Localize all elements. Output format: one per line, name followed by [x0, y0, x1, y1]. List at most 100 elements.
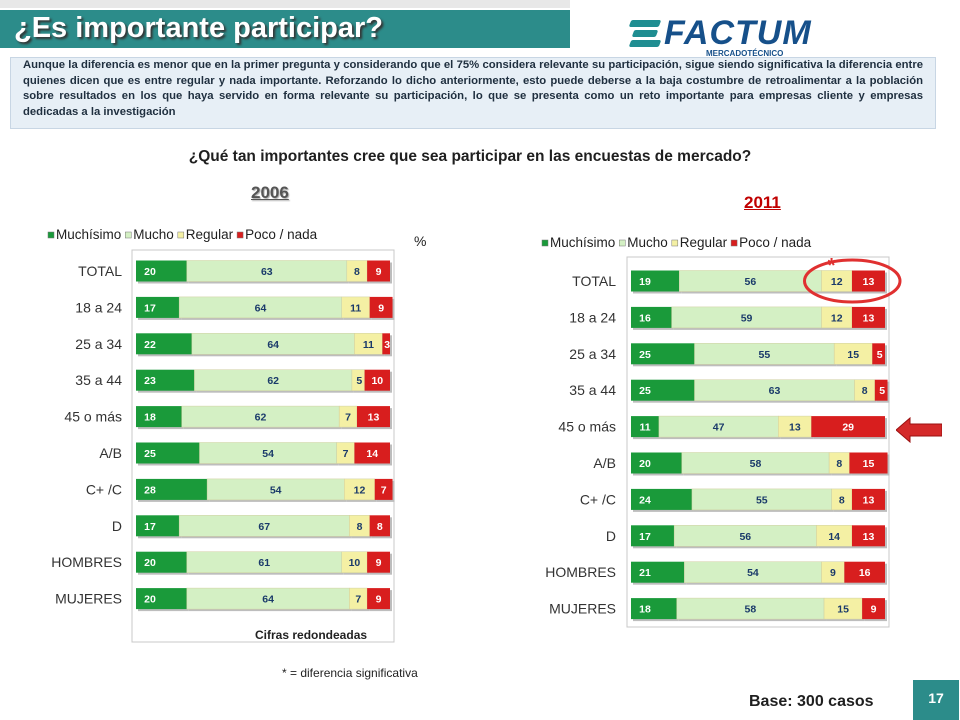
chart-2006-data-label: 20 — [144, 557, 156, 569]
chart-2006-data-label: 9 — [376, 594, 382, 606]
chart-2006-category-label: 35 a 44 — [75, 372, 122, 388]
chart-2011-bar-poco-nada — [844, 561, 885, 583]
chart-2006-category-label: MUJERES — [55, 591, 122, 607]
highlight-arrow-icon — [895, 416, 943, 444]
chart-2006-bar-poco-nada — [356, 406, 390, 428]
unit-label: % — [414, 233, 427, 249]
chart-2011-data-label: 47 — [713, 422, 725, 434]
chart-2006-data-label: 18 — [144, 412, 156, 424]
chart-2006-legend-label: Muchísimo — [56, 227, 121, 242]
chart-2011-category-label: 35 a 44 — [569, 382, 616, 398]
chart-2006-category-label: 45 o más — [64, 409, 122, 425]
chart-2006-legend-swatch — [236, 231, 244, 239]
chart-2011-data-label: 55 — [756, 494, 768, 506]
chart-2011-bar-much-simo — [631, 452, 682, 474]
chart-2006-data-label: 28 — [144, 484, 156, 496]
logo-wordmark: FACTUM — [664, 14, 812, 52]
chart-2006-data-label: 8 — [357, 521, 363, 533]
chart-2006-title: 2006 — [251, 183, 289, 202]
chart-2011-legend-much-simo: Muchísimo — [541, 235, 615, 250]
chart-2011-category-label: MUJERES — [549, 601, 616, 617]
chart-2006-data-label: 11 — [350, 302, 361, 314]
chart-2006-data-label: 7 — [355, 594, 361, 606]
chart-2006-data-label: 20 — [144, 594, 156, 606]
chart-2006-bar-poco-nada — [382, 333, 390, 355]
chart-2011-bar-much-simo — [631, 270, 680, 292]
chart-2011-data-label: 15 — [837, 604, 849, 616]
chart-2011-data-label: 13 — [863, 494, 875, 506]
chart-2006-data-label: 9 — [378, 302, 384, 314]
chart-2011-legend-swatch — [671, 239, 679, 247]
chart-2011-data-label: 56 — [739, 531, 751, 543]
chart-2011-data-label: 25 — [639, 349, 651, 361]
chart-2011-bar-much-simo — [631, 488, 692, 510]
chart-2006-data-label: 62 — [255, 412, 267, 424]
chart-2011-bar-poco-nada — [874, 379, 888, 401]
chart-2011-bar-poco-nada — [851, 525, 885, 547]
chart-2011-data-label: 13 — [863, 312, 875, 324]
chart-2006-data-label: 13 — [368, 412, 380, 424]
chart-2011-category-label: 18 a 24 — [569, 309, 616, 325]
chart-2011-title: 2011 — [744, 193, 781, 212]
chart-2011-data-label: 13 — [789, 422, 801, 434]
chart-2011-bar-regular — [821, 306, 853, 329]
chart-2011-category-label: 25 a 34 — [569, 346, 616, 362]
chart-2006-bar-poco-nada — [367, 260, 390, 282]
chart-2006-data-label: 54 — [270, 484, 282, 496]
chart-2011-data-label: 13 — [863, 531, 875, 543]
chart-2011-data-label: 12 — [831, 312, 843, 324]
significance-note: * = diferencia significativa — [282, 666, 418, 680]
chart-2011-bar-poco-nada — [849, 452, 888, 474]
chart-2011-category-label: C+ /C — [580, 491, 616, 507]
title-bar: ¿Es importante participar? — [0, 0, 570, 48]
chart-2011-legend-poco-nada: Poco / nada — [730, 235, 812, 250]
chart-2006-data-label: 62 — [267, 375, 279, 387]
chart-2011-data-label: 9 — [830, 567, 836, 579]
chart-2011: Muchísimo Mucho Regular Poco / nada TOTAL 19 5… — [541, 235, 902, 628]
chart-2011-category-label: D — [606, 528, 616, 544]
chart-2011-data-label: 18 — [639, 604, 651, 616]
rounded-note: Cifras redondeadas — [255, 628, 368, 642]
chart-2011-data-label: 15 — [847, 349, 859, 361]
chart-2006-data-label: 14 — [366, 448, 378, 460]
chart-2006-data-label: 61 — [258, 557, 270, 569]
page-number-badge: 17 — [913, 680, 959, 720]
chart-2006-bar-poco-nada — [367, 551, 390, 573]
chart-2006-data-label: 7 — [345, 412, 351, 424]
chart-2011-bar-regular — [854, 379, 876, 401]
chart-2006-data-label: 12 — [354, 484, 366, 496]
chart-2011-data-label: 15 — [863, 458, 875, 470]
chart-2011-data-label: 63 — [769, 385, 781, 397]
chart-2006-bar-regular — [341, 551, 368, 573]
chart-2011-legend-label: Regular — [680, 235, 728, 250]
chart-2011-data-label: 21 — [639, 567, 651, 579]
chart-2011-data-label: 9 — [871, 604, 877, 616]
chart-2006-legend-label: Regular — [186, 227, 234, 242]
chart-2006-data-label: 64 — [262, 594, 274, 606]
chart-2006-data-label: 63 — [261, 266, 273, 278]
chart-2006-bar-much-simo — [136, 406, 182, 428]
chart-2006-legend-mucho: Mucho — [125, 227, 174, 242]
chart-2011-legend-swatch — [730, 239, 738, 247]
chart-2006-bar-much-simo — [136, 478, 208, 500]
chart-2011-category-label: 45 o más — [558, 419, 616, 435]
chart-2006-data-label: 10 — [371, 375, 383, 387]
chart-2011-legend-regular: Regular — [671, 235, 728, 250]
chart-2006: Muchísimo Mucho Regular Poco / nada TOTAL 20 6… — [47, 227, 395, 643]
chart-2011-legend-label: Muchísimo — [550, 235, 615, 250]
chart-2006-legend-swatch — [47, 231, 55, 239]
chart-2011-data-label: 11 — [639, 422, 650, 434]
chart-2011-legend-mucho: Mucho — [619, 235, 668, 250]
chart-2006-category-label: 18 a 24 — [75, 299, 122, 315]
chart-2011-data-label: 54 — [747, 567, 759, 579]
chart-2006-category-label: TOTAL — [78, 263, 122, 279]
chart-2006-bar-much-simo — [136, 333, 192, 355]
chart-2011-data-label: 55 — [759, 349, 771, 361]
chart-2006-data-label: 17 — [144, 521, 156, 533]
chart-2011-data-label: 12 — [831, 276, 843, 288]
chart-2006-bar-poco-nada — [369, 515, 390, 537]
chart-2006-category-label: A/B — [99, 445, 122, 461]
chart-2011-data-label: 29 — [842, 422, 854, 434]
chart-2006-data-label: 22 — [144, 339, 156, 351]
chart-2006-data-label: 8 — [377, 521, 383, 533]
